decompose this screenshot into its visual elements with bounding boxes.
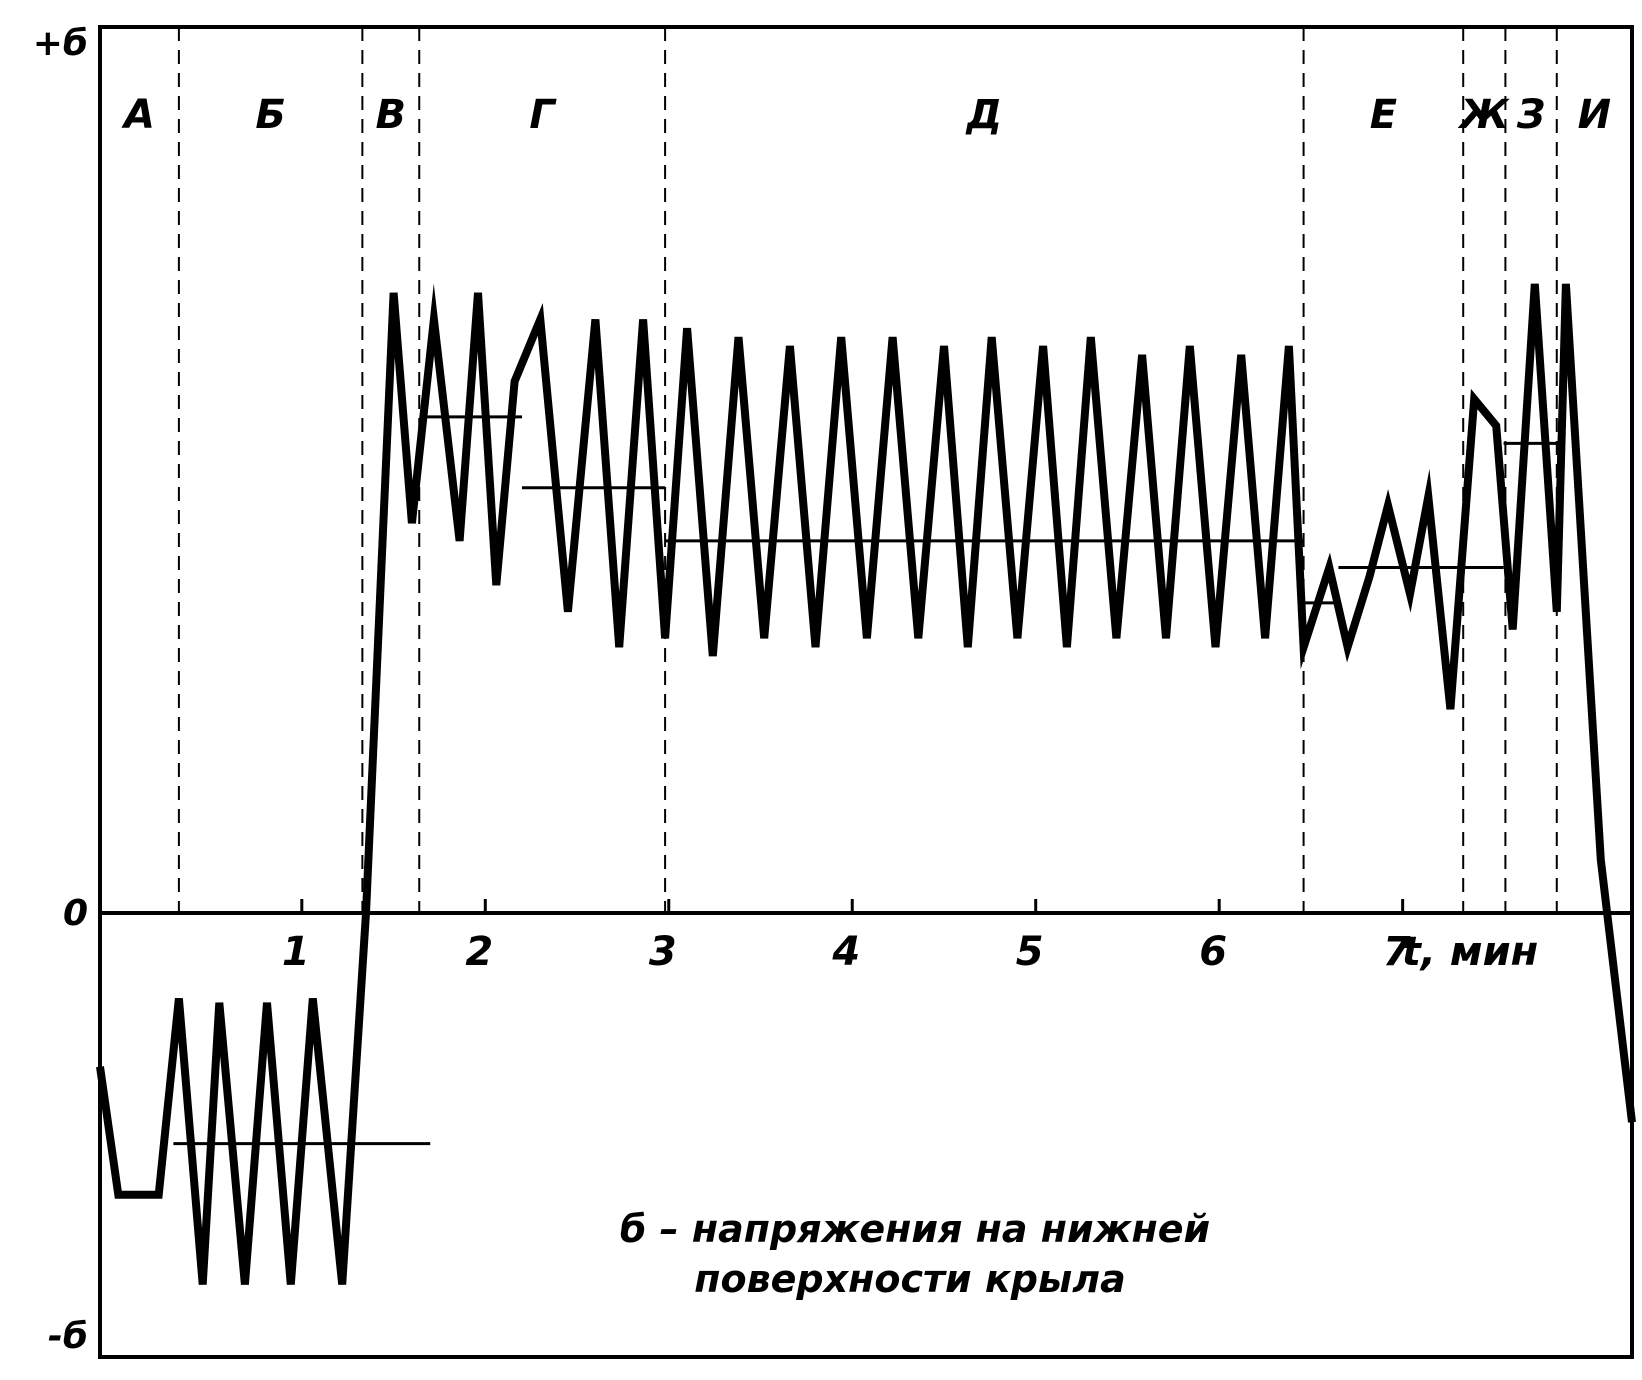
x-axis-label: t, мин: [1402, 929, 1539, 975]
x-tick-label: 2: [465, 929, 493, 975]
x-tick-label: 3: [649, 929, 677, 975]
phase-label: Ж: [1457, 92, 1510, 138]
phase-label: В: [376, 92, 407, 138]
plot-frame: [98, 25, 1634, 1359]
x-tick-label: 5: [1016, 929, 1044, 975]
x-tick-label: 6: [1199, 929, 1227, 975]
caption-line-1: б – напряжения на нижней: [620, 1207, 1210, 1251]
phase-label: А: [121, 92, 155, 138]
phase-label: З: [1516, 92, 1545, 138]
phase-label: Г: [529, 92, 557, 138]
phase-label: Д: [965, 92, 1003, 138]
y-bottom-label: -б: [48, 1316, 88, 1357]
x-tick-label: 4: [831, 929, 860, 975]
y-top-label: +б: [33, 23, 88, 64]
phase-label: Е: [1370, 92, 1397, 138]
x-tick-label: 1: [282, 929, 310, 975]
x-tick-label: 7: [1383, 929, 1411, 975]
phase-label: И: [1578, 92, 1611, 138]
stress-series-line: [96, 283, 1636, 1285]
x-tick-group: 1 2 3 4 5 6 7: [282, 899, 1411, 975]
caption-line-2: поверхности крыла: [694, 1257, 1126, 1301]
y-zero-label: 0: [63, 893, 88, 934]
phase-label: Б: [255, 92, 286, 138]
